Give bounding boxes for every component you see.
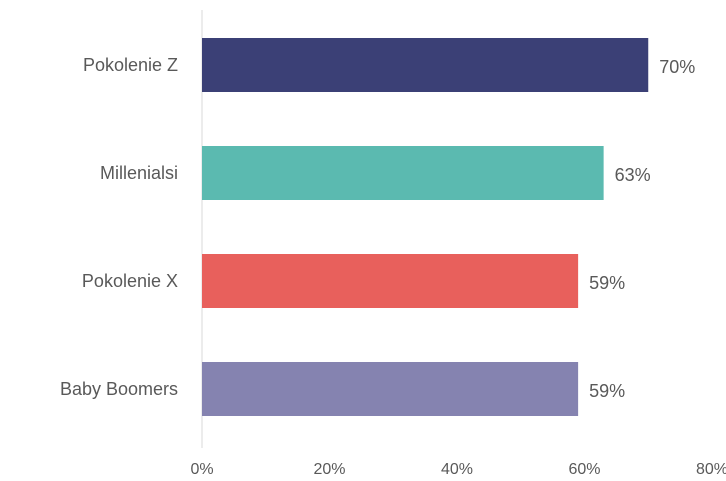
labels-group: Pokolenie Z 70% Millenialsi 63% Pokolenie X 5… (60, 55, 695, 401)
x-tick-label-0: 0% (190, 461, 213, 478)
value-label-baby-boomers: 59% (589, 381, 625, 401)
x-tick-label-60: 60% (568, 461, 600, 478)
x-axis-ticks: 0% 20% 40% 60% 80% (190, 461, 726, 478)
category-label-pokolenie-z: Pokolenie Z (83, 55, 178, 75)
x-tick-label-80: 80% (696, 461, 726, 478)
value-label-millenialsi: 63% (615, 165, 651, 185)
bars-group (202, 38, 649, 416)
bar-baby-boomers (202, 362, 579, 416)
bar-pokolenie-x (202, 254, 579, 308)
bar-millenialsi (202, 146, 604, 200)
x-tick-label-20: 20% (313, 461, 345, 478)
category-label-millenialsi: Millenialsi (100, 163, 178, 183)
value-label-pokolenie-x: 59% (589, 273, 625, 293)
category-label-baby-boomers: Baby Boomers (60, 379, 178, 399)
bar-pokolenie-z (202, 38, 649, 92)
category-label-pokolenie-x: Pokolenie X (82, 271, 178, 291)
value-label-pokolenie-z: 70% (659, 57, 695, 77)
x-tick-label-40: 40% (441, 461, 473, 478)
